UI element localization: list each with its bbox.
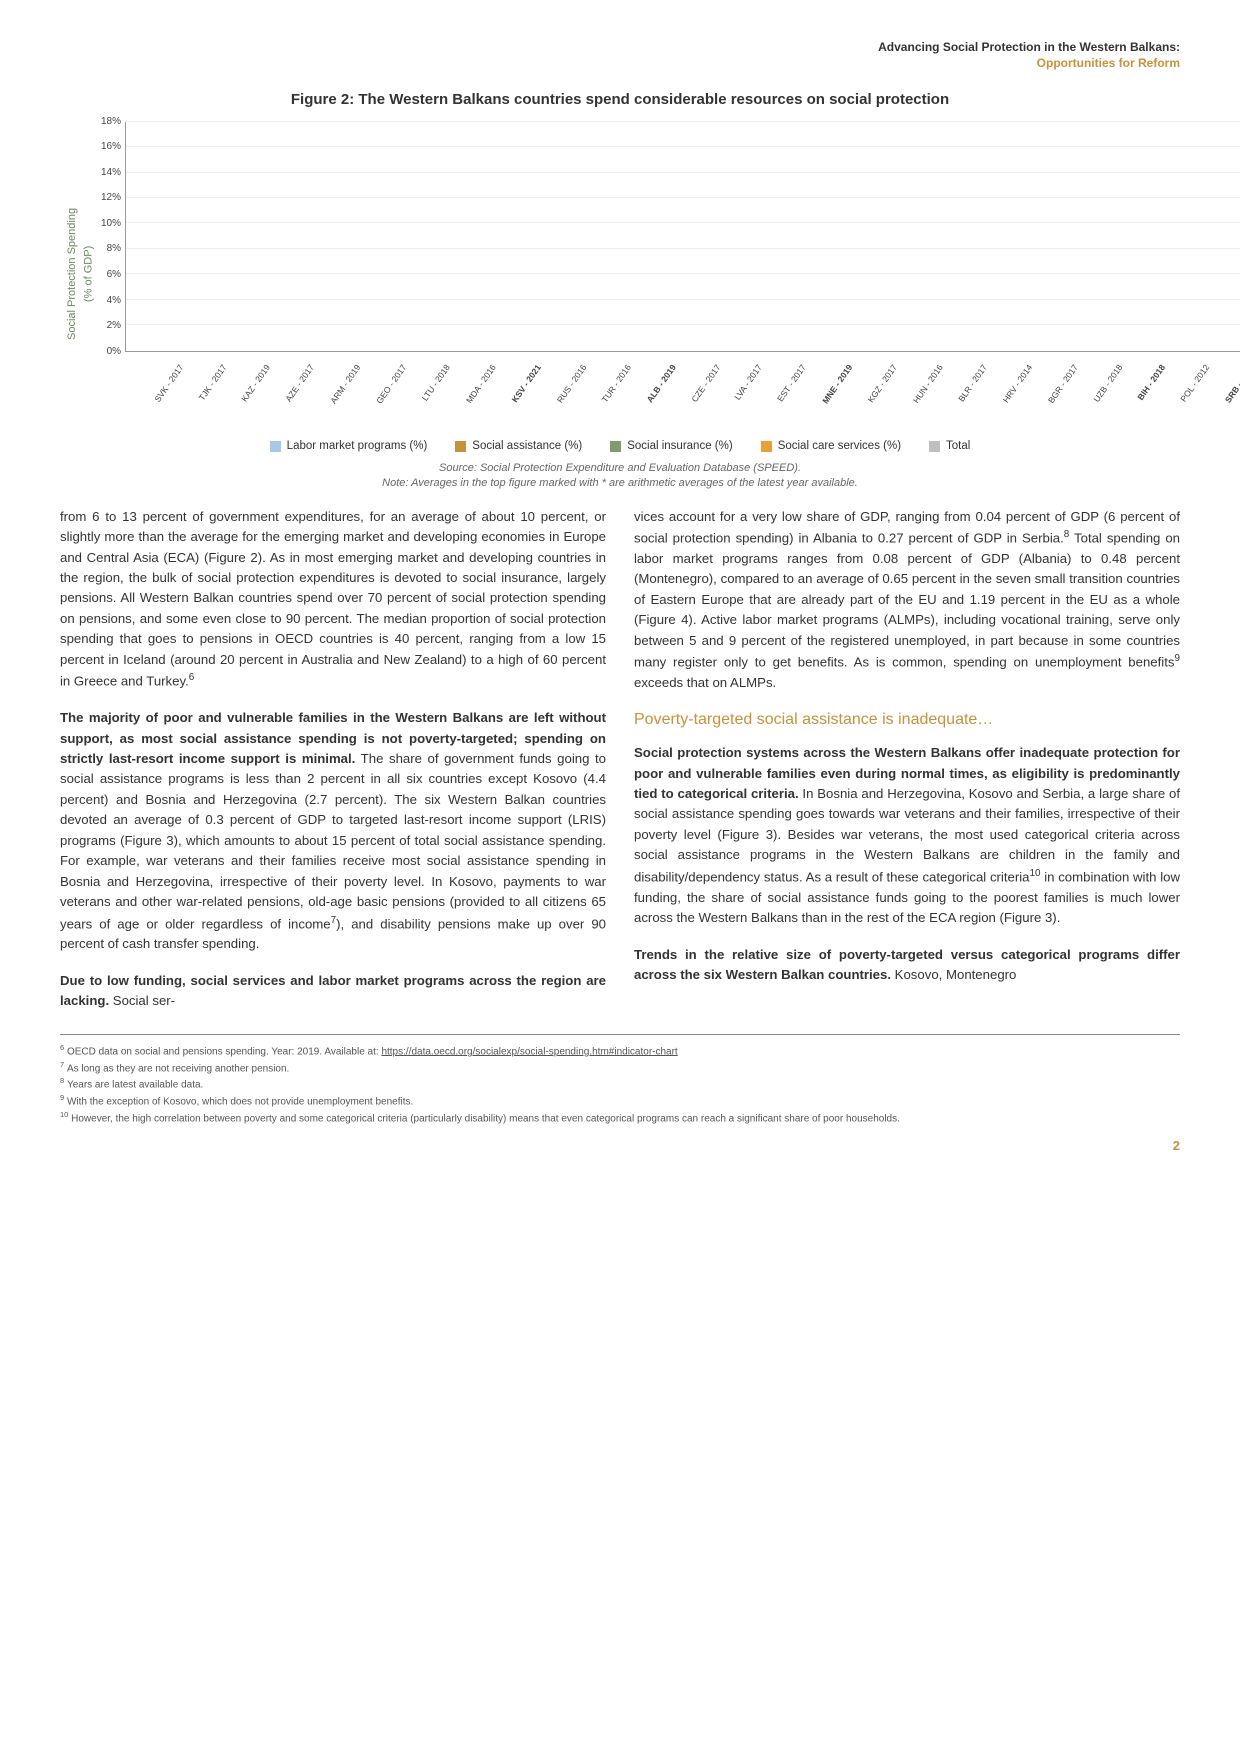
- left-para-2: The majority of poor and vulnerable fami…: [60, 708, 606, 955]
- footnote-6: 6 OECD data on social and pensions spend…: [60, 1043, 1180, 1059]
- right-para-3: Trends in the relative size of poverty-t…: [634, 945, 1180, 986]
- footnote-ref-10: 10: [1030, 868, 1041, 879]
- footnote-ref-6: 6: [189, 672, 195, 683]
- page-header: Advancing Social Protection in the Weste…: [60, 40, 1180, 71]
- chart-plot: [125, 122, 1240, 352]
- legend-label: Social care services (%): [778, 438, 901, 455]
- section-heading: Poverty-targeted social assistance is in…: [634, 709, 1180, 731]
- left-column: from 6 to 13 percent of government expen…: [60, 507, 606, 1012]
- legend-label: Social insurance (%): [627, 438, 732, 455]
- legend-item: Labor market programs (%): [270, 438, 428, 455]
- legend-item: Total: [929, 438, 970, 455]
- legend-item: Social care services (%): [761, 438, 901, 455]
- legend-swatch: [761, 441, 772, 452]
- body-columns: from 6 to 13 percent of government expen…: [60, 507, 1180, 1012]
- legend-swatch: [929, 441, 940, 452]
- y-axis-label: Social Protection Spending(% of GDP): [60, 122, 101, 426]
- legend-label: Labor market programs (%): [287, 438, 428, 455]
- legend-label: Total: [946, 438, 970, 455]
- legend-swatch: [270, 441, 281, 452]
- footnote-rule: [60, 1034, 1180, 1035]
- chart-legend: Labor market programs (%) Social assistan…: [60, 438, 1180, 455]
- footnotes: 6 OECD data on social and pensions spend…: [60, 1043, 1180, 1126]
- footnote-9: 9 With the exception of Kosovo, which do…: [60, 1093, 1180, 1109]
- figure-note: Note: Averages in the top figure marked …: [382, 477, 858, 489]
- legend-item: Social insurance (%): [610, 438, 732, 455]
- footnote-6-link[interactable]: https://data.oecd.org/socialexp/social-s…: [381, 1046, 677, 1057]
- figure-title: Figure 2: The Western Balkans countries …: [60, 89, 1180, 112]
- left-para-1: from 6 to 13 percent of government expen…: [60, 507, 606, 692]
- footnote-ref-9: 9: [1175, 653, 1181, 664]
- right-para-2: Social protection systems across the Wes…: [634, 743, 1180, 928]
- legend-item: Social assistance (%): [455, 438, 582, 455]
- left-para-3: Due to low funding, social services and …: [60, 971, 606, 1012]
- right-column: vices account for a very low share of GD…: [634, 507, 1180, 1012]
- page-number: 2: [60, 1136, 1180, 1156]
- footnote-8: 8 Years are latest available data.: [60, 1076, 1180, 1092]
- figure-chart: Social Protection Spending(% of GDP) 18%…: [60, 122, 1180, 426]
- right-para-1: vices account for a very low share of GD…: [634, 507, 1180, 694]
- footnote-7: 7 As long as they are not receiving anot…: [60, 1060, 1180, 1076]
- legend-swatch: [610, 441, 621, 452]
- legend-label: Social assistance (%): [472, 438, 582, 455]
- chart-bars: [126, 122, 1240, 351]
- legend-swatch: [455, 441, 466, 452]
- header-title-line2: Opportunities for Reform: [1037, 56, 1180, 70]
- y-axis-ticks: 18%16%14%12%10%8%6%4%2%0%: [101, 122, 125, 352]
- figure-source-note: Source: Social Protection Expenditure an…: [60, 461, 1180, 491]
- footnote-10: 10 However, the high correlation between…: [60, 1110, 1180, 1126]
- header-title-line1: Advancing Social Protection in the Weste…: [878, 40, 1180, 54]
- figure-source: Source: Social Protection Expenditure an…: [439, 462, 801, 474]
- x-axis-labels: SVK - 2017TJK - 2017KAZ - 2019AZE - 2017…: [125, 356, 1240, 426]
